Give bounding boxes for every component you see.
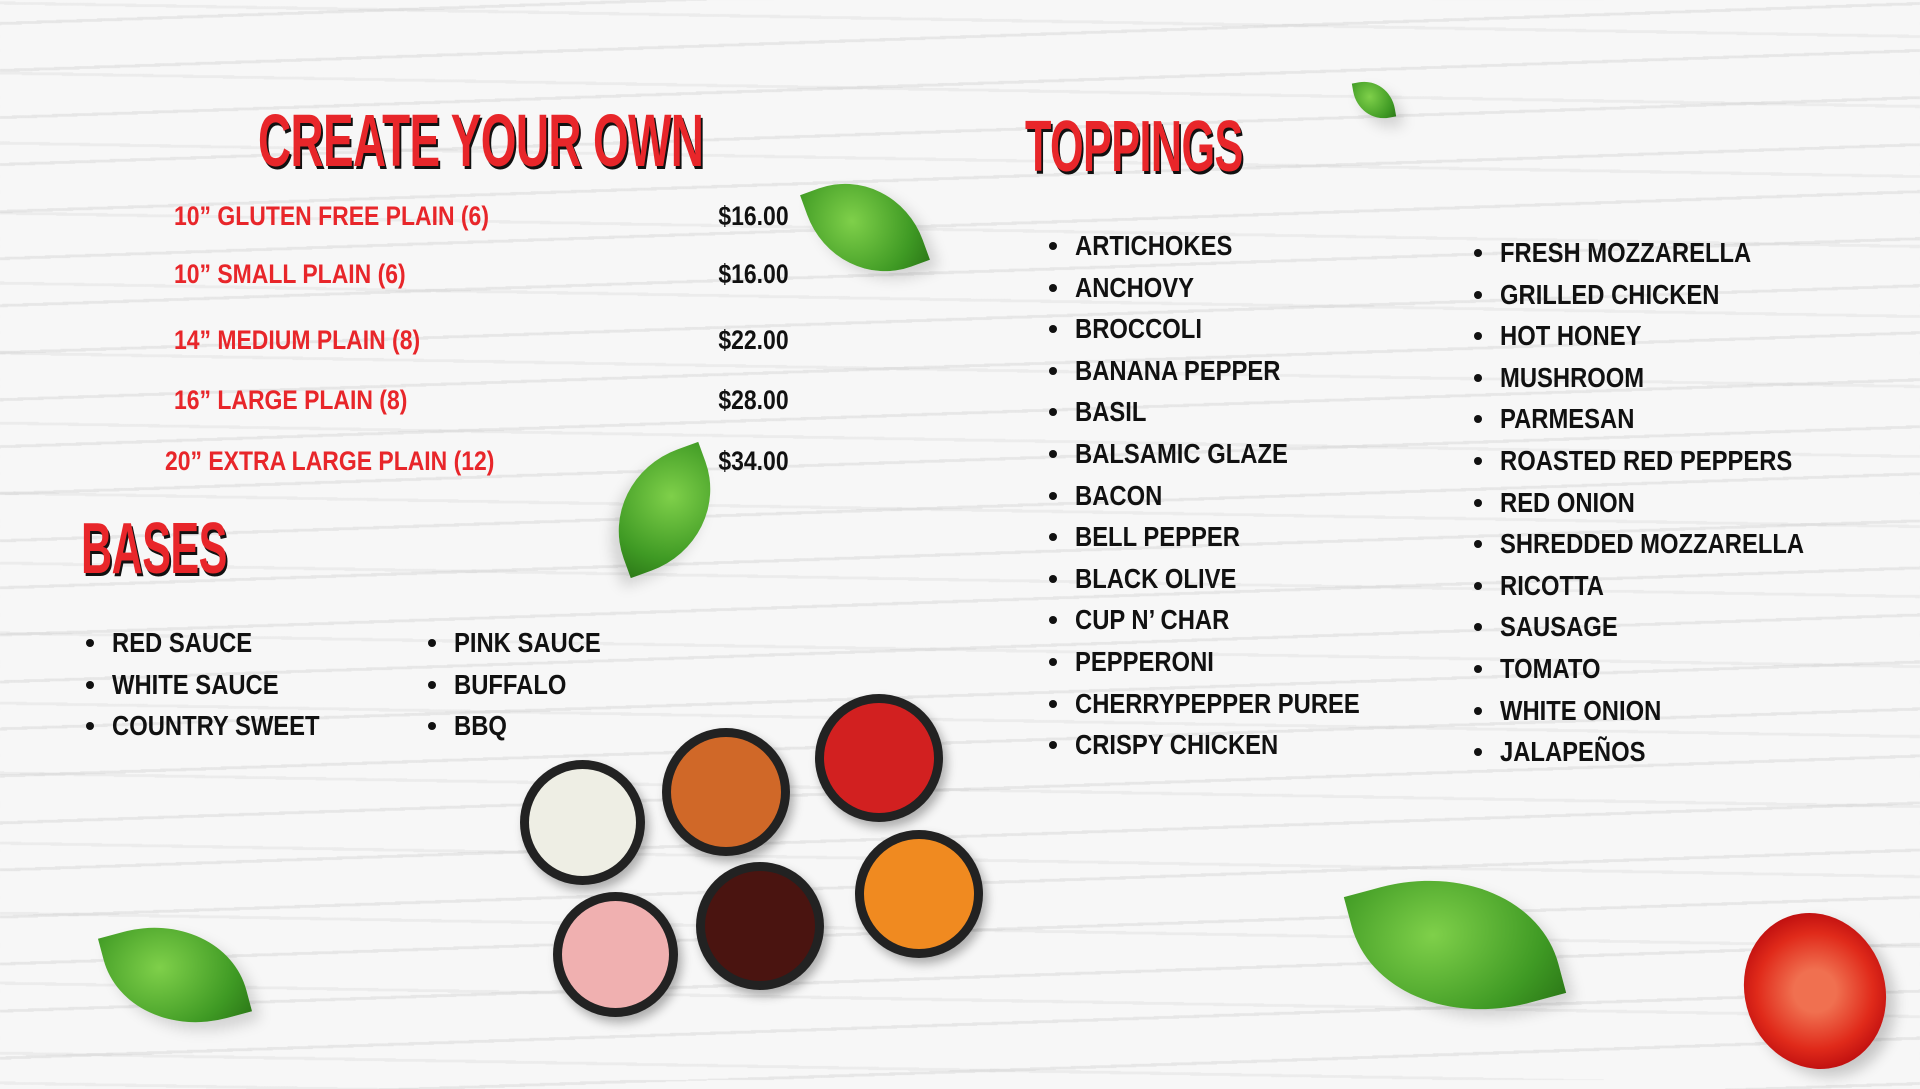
topping-item-label: BROCCOLI [1075,313,1202,345]
base-item-label: PINK SAUCE [454,627,601,658]
sauce-cup-icon [553,892,678,1017]
mint-leaf-icon [97,905,253,1045]
topping-item: ARTICHOKES [1049,225,1410,267]
topping-item: TOMATO [1474,648,1858,690]
menu-item-label: 20” EXTRA LARGE PLAIN (12) [165,446,495,476]
topping-item: ANCHOVY [1049,267,1410,309]
topping-item-label: FRESH MOZZARELLA [1500,237,1752,268]
menu-item-price: $16.00 [718,259,789,289]
topping-item-label: CUP N’ CHAR [1075,604,1230,636]
topping-item-label: HOT HONEY [1500,320,1642,352]
topping-item: RED ONION [1474,482,1858,524]
toppings-title: TOPPINGS [1025,107,1243,187]
sauce-cup-icon [662,728,790,856]
topping-item: BROCCOLI [1049,308,1410,350]
topping-item-label: BANANA PEPPER [1075,354,1281,386]
toppings-list-1: ARTICHOKES ANCHOVY BROCCOLI BANANA PEPPER BA… [1049,225,1410,766]
menu-item-price: $34.00 [718,446,789,476]
topping-item: ROASTED RED PEPPERS [1474,440,1858,482]
base-item-label: WHITE SAUCE [112,668,279,700]
base-item: WHITE SAUCE [86,664,356,706]
bases-list-1: RED SAUCE WHITE SAUCE COUNTRY SWEET [86,622,356,747]
topping-item: SHREDDED MOZZARELLA [1474,523,1858,565]
topping-item: WHITE ONION [1474,690,1858,732]
topping-item: PEPPERONI [1049,641,1410,683]
menu-item-price: $28.00 [718,385,789,415]
topping-item: BELL PEPPER [1049,516,1410,558]
topping-item-label: BELL PEPPER [1075,521,1240,553]
topping-item-label: TOMATO [1500,652,1601,684]
topping-item: HOT HONEY [1474,315,1858,357]
topping-item-label: CHERRYPEPPER PUREE [1075,687,1360,719]
topping-item-label: SHREDDED MOZZARELLA [1500,528,1805,560]
topping-item: BANANA PEPPER [1049,350,1410,392]
menu-item: 10” SMALL PLAIN (6) $16.00 [174,259,789,295]
menu-item-price: $16.00 [718,201,789,231]
topping-item: BLACK OLIVE [1049,558,1410,600]
create-your-own-title: CREATE YOUR OWN [258,99,704,182]
sauce-cup-icon [696,862,824,990]
base-item-label: BBQ [454,710,507,742]
base-item: PINK SAUCE [428,622,627,664]
topping-item-label: RED ONION [1500,486,1635,518]
topping-item: RICOTTA [1474,565,1858,607]
topping-item: PARMESAN [1474,398,1858,440]
menu-item-label: 10” SMALL PLAIN (6) [174,259,406,289]
toppings-list-2: FRESH MOZZARELLA GRILLED CHICKEN HOT HONEY… [1474,232,1858,773]
topping-item-label: ARTICHOKES [1075,230,1233,261]
topping-item: FRESH MOZZARELLA [1474,232,1858,274]
menu-item-price: $22.00 [718,325,789,355]
topping-item: JALAPEÑOS [1474,731,1858,773]
topping-item: CUP N’ CHAR [1049,599,1410,641]
topping-item-label: SAUSAGE [1500,611,1618,643]
bases-list-2: PINK SAUCE BUFFALO BBQ [428,622,627,747]
base-item: BBQ [428,705,627,747]
topping-item: BACON [1049,475,1410,517]
sauce-cup-icon [855,830,983,958]
base-item: COUNTRY SWEET [86,705,356,747]
base-item: BUFFALO [428,664,627,706]
menu-item: 14” MEDIUM PLAIN (8) $22.00 [174,325,789,361]
topping-item-label: WHITE ONION [1500,694,1662,726]
topping-item: MUSHROOM [1474,357,1858,399]
topping-item: CRISPY CHICKEN [1049,724,1410,766]
menu-item: 10” GLUTEN FREE PLAIN (6) $16.00 [174,201,789,237]
topping-item-label: CRISPY CHICKEN [1075,729,1279,761]
topping-item-label: BASIL [1075,396,1147,428]
menu-item-label: 16” LARGE PLAIN (8) [174,385,408,415]
base-item-label: COUNTRY SWEET [112,710,320,742]
sauce-cup-icon [520,760,645,885]
topping-item-label: PARMESAN [1500,403,1635,435]
sauce-cup-icon [815,694,943,822]
topping-item-label: RICOTTA [1500,569,1605,601]
menu-item-label: 10” GLUTEN FREE PLAIN (6) [174,201,489,231]
menu-item: 20” EXTRA LARGE PLAIN (12) $34.00 [165,446,789,482]
topping-item-label: GRILLED CHICKEN [1500,278,1720,310]
topping-item-label: BACON [1075,479,1163,511]
base-item-label: BUFFALO [454,668,567,700]
topping-item-label: BLACK OLIVE [1075,562,1237,594]
base-item: RED SAUCE [86,622,356,664]
mint-leaf-icon [1351,77,1397,123]
base-item-label: RED SAUCE [112,627,253,658]
topping-item-label: PEPPERONI [1075,645,1214,677]
mint-leaf-icon [800,161,930,294]
topping-item-label: BALSAMIC GLAZE [1075,437,1288,469]
mint-leaf-icon [1343,847,1567,1043]
topping-item-label: JALAPEÑOS [1500,736,1646,768]
topping-item-label: ROASTED RED PEPPERS [1500,444,1793,476]
topping-item: BALSAMIC GLAZE [1049,433,1410,475]
menu-item-label: 14” MEDIUM PLAIN (8) [174,325,421,355]
topping-item: BASIL [1049,391,1410,433]
topping-item: CHERRYPEPPER PUREE [1049,683,1410,725]
topping-item-label: MUSHROOM [1500,361,1645,393]
bases-title: BASES [81,509,227,589]
topping-item: SAUSAGE [1474,606,1858,648]
topping-item-label: ANCHOVY [1075,271,1195,303]
tomato-slice-icon [1722,892,1908,1089]
menu-item: 16” LARGE PLAIN (8) $28.00 [174,385,789,421]
topping-item: GRILLED CHICKEN [1474,274,1858,316]
